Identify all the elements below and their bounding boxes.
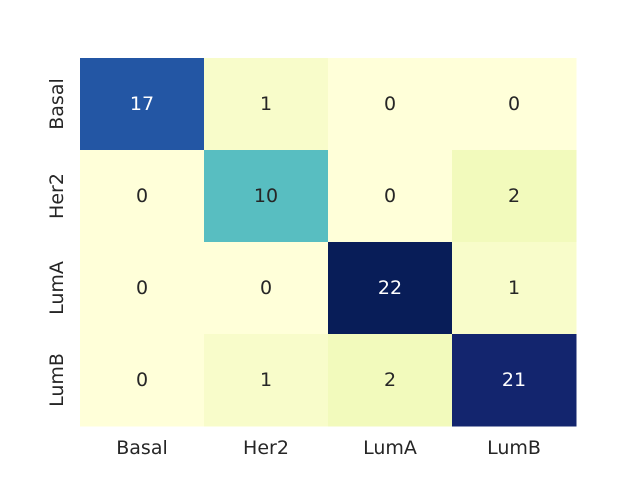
- cell-value-label: 0: [384, 93, 396, 115]
- heatmap-cell-luma-her2: [204, 242, 329, 335]
- heatmap-cell-lumb-luma: [328, 334, 453, 427]
- cell-value-label: 1: [508, 277, 520, 299]
- cell-value-label: 10: [254, 185, 278, 207]
- heatmap-cell-basal-lumb: [452, 58, 577, 151]
- y-tick-label-basal: Basal: [46, 78, 68, 130]
- y-axis-tick-labels: Basal Her2 LumA LumB: [46, 78, 68, 407]
- cell-value-label: 0: [508, 93, 520, 115]
- x-axis-tick-labels: Basal Her2 LumA LumB: [116, 437, 541, 459]
- heatmap-cell-lumb-basal: [80, 334, 205, 427]
- cell-value-label: 0: [136, 277, 148, 299]
- heatmap-cell-lumb-her2: [204, 334, 329, 427]
- heatmap-cell-her2-her2: [204, 150, 329, 243]
- heatmap-cell-her2-basal: [80, 150, 205, 243]
- heatmap-cell-luma-basal: [80, 242, 205, 335]
- heatmap-cell-her2-lumb: [452, 150, 577, 243]
- y-tick-label-her2: Her2: [46, 173, 68, 219]
- cell-value-label: 0: [384, 185, 396, 207]
- cell-value-label: 1: [260, 93, 272, 115]
- cell-value-label: 22: [378, 277, 402, 299]
- heatmap-cell-basal-luma: [328, 58, 453, 151]
- heatmap-cell-luma-luma: [328, 242, 453, 335]
- cell-value-label: 0: [136, 369, 148, 391]
- x-tick-label-basal: Basal: [116, 437, 168, 459]
- x-tick-label-lumb: LumB: [487, 437, 541, 459]
- x-tick-label-luma: LumA: [363, 437, 417, 459]
- x-tick-label-her2: Her2: [243, 437, 289, 459]
- heatmap-cell-basal-basal: [80, 58, 205, 151]
- y-tick-label-lumb: LumB: [46, 353, 68, 407]
- y-tick-label-luma: LumA: [46, 261, 68, 315]
- heatmap-cell-her2-luma: [328, 150, 453, 243]
- cell-value-label: 1: [260, 369, 272, 391]
- cell-value-label: 0: [260, 277, 272, 299]
- cell-value-label: 2: [508, 185, 520, 207]
- cell-value-label: 2: [384, 369, 396, 391]
- cell-value-label: 0: [136, 185, 148, 207]
- heatmap-cell-basal-her2: [204, 58, 329, 151]
- heatmap-cell-labels: 17 1 0 00 10 0 20 0 22 10 1 2 21: [130, 93, 526, 391]
- heatmap-cell-luma-lumb: [452, 242, 577, 335]
- cell-value-label: 17: [130, 93, 154, 115]
- heatmap-cell-lumb-lumb: [452, 334, 577, 427]
- heatmap-cells: [80, 58, 577, 427]
- cell-value-label: 21: [502, 369, 526, 391]
